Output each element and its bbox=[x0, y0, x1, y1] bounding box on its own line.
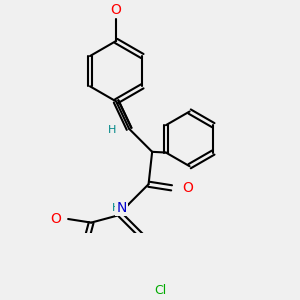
Text: H: H bbox=[108, 125, 116, 135]
Text: O: O bbox=[50, 212, 61, 226]
Text: H: H bbox=[111, 203, 120, 213]
Text: O: O bbox=[182, 181, 193, 195]
Text: Cl: Cl bbox=[154, 284, 167, 297]
Text: O: O bbox=[111, 3, 122, 17]
Text: N: N bbox=[117, 201, 127, 215]
